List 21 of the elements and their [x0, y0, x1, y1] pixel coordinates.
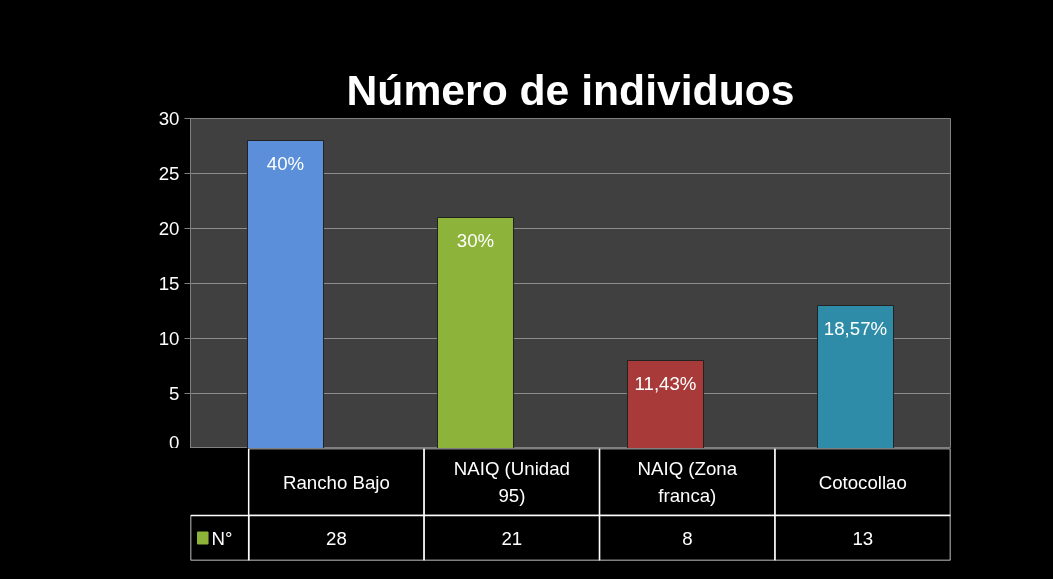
x-tick-label: Rancho Bajo: [282, 471, 390, 493]
y-tick-label: 15: [158, 273, 180, 294]
annotation: 30%: [456, 229, 495, 251]
legend-label: N°: [211, 527, 233, 549]
annotation: 40%: [266, 152, 305, 174]
y-tick-label: 30: [158, 108, 180, 129]
y-tick-label: 5: [169, 383, 180, 404]
x-tick-label: NAIQ (Zona franca): [637, 457, 738, 507]
annotation: 18,57%: [823, 317, 888, 339]
data-label: 13: [852, 527, 874, 549]
x-tick-label: NAIQ (Unidad 95): [453, 457, 570, 507]
y-tick-label: 10: [158, 328, 180, 349]
annotation: 11,43%: [634, 372, 697, 394]
data-label: 28: [326, 527, 347, 549]
chart-title: Número de individuos: [346, 65, 795, 114]
data-label: 21: [501, 527, 523, 549]
data-label: 8: [682, 527, 693, 549]
y-tick-label: 0: [169, 431, 180, 453]
y-tick-label: 20: [158, 218, 180, 239]
x-tick-label: Cotocollao: [818, 471, 907, 493]
y-tick-label: 25: [158, 163, 180, 184]
